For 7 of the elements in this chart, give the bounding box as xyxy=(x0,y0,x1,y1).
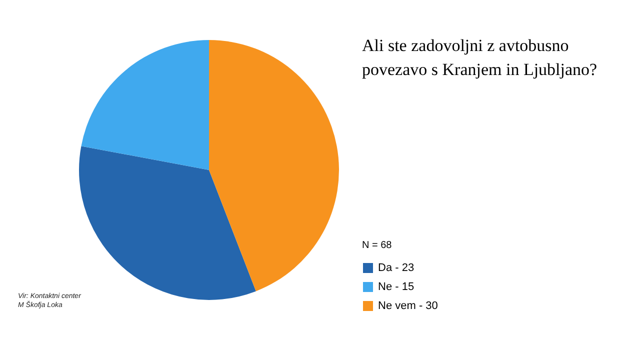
legend-label: Ne - 15 xyxy=(378,281,414,293)
legend-label: Ne vem - 30 xyxy=(378,300,438,312)
text: Ali ste zadovoljni z avtobusno povezavo s Kranjem in Ljubljano? xyxy=(362,36,598,79)
pie-slice xyxy=(81,40,209,170)
pie-slice xyxy=(209,40,339,292)
legend-label: Da - 23 xyxy=(378,262,414,274)
legend-title: N = 68 xyxy=(362,240,392,251)
